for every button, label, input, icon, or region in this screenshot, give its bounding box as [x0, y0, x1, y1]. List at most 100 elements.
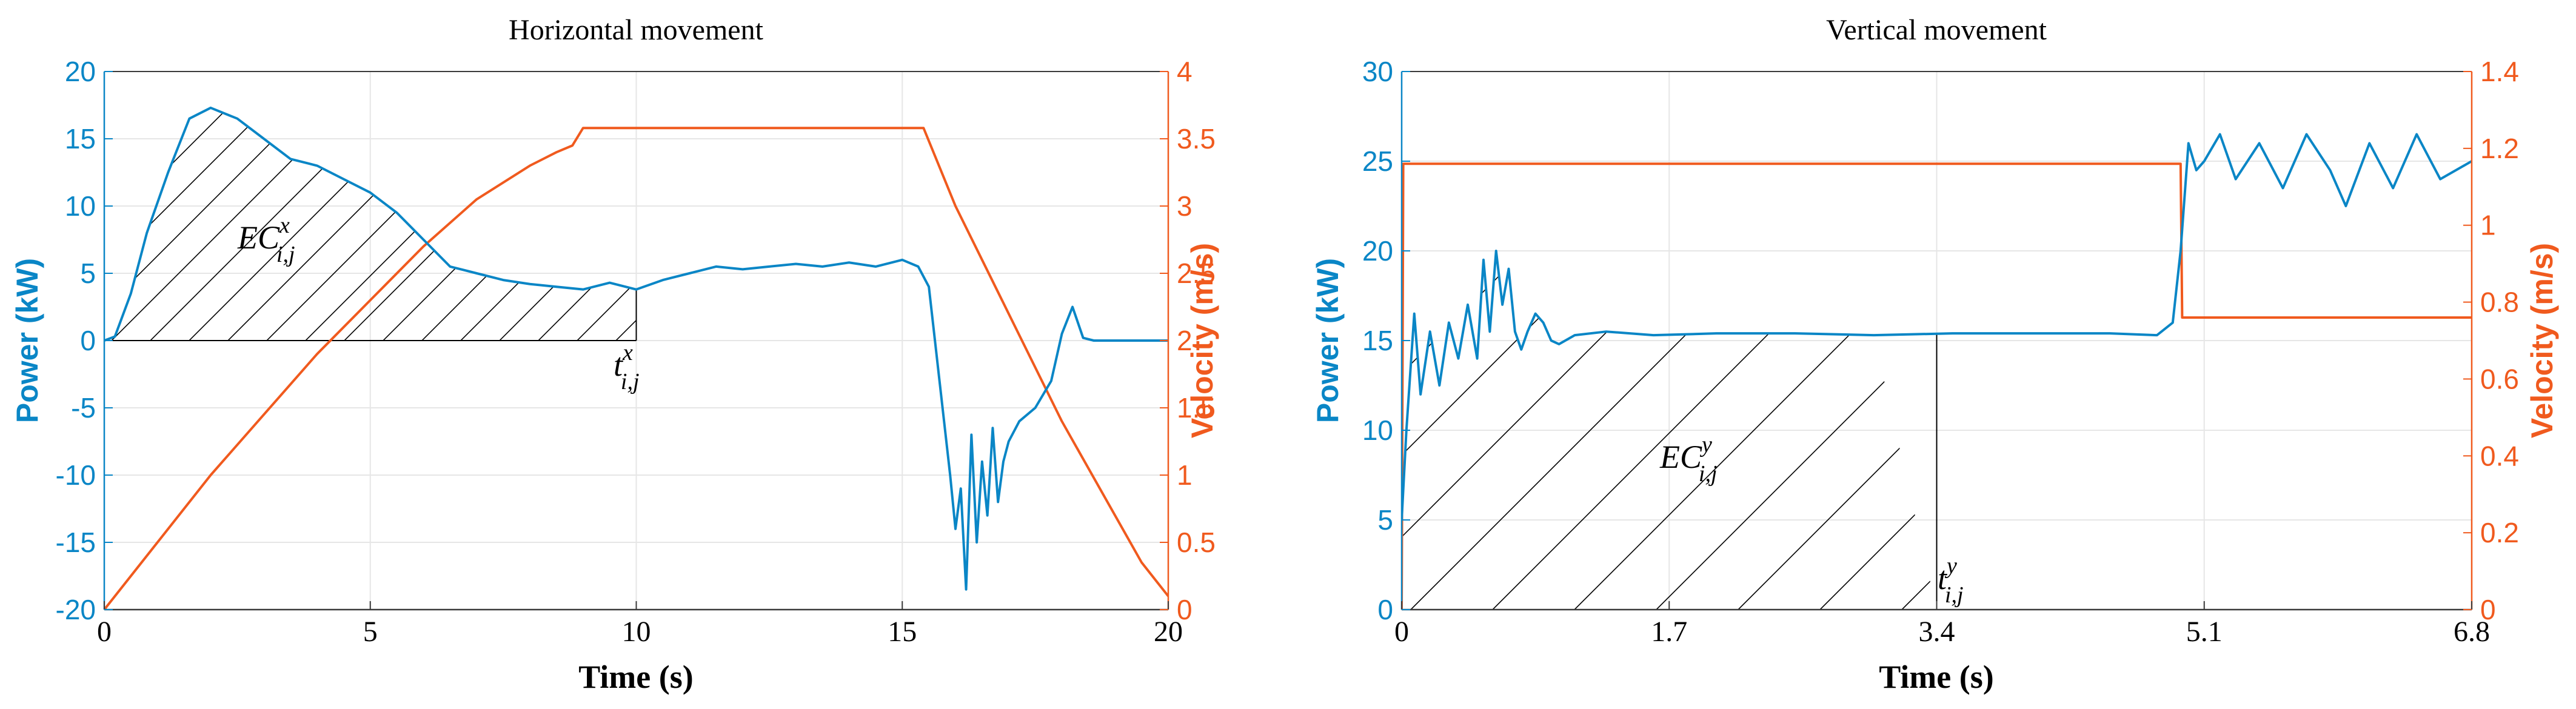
hatch-line — [838, 64, 1383, 610]
y-left-axis-label: Power (kW) — [1311, 258, 1345, 423]
y-right-axis-label: Velocity (m/s) — [2525, 243, 2559, 438]
hatched-energy-region — [674, 64, 1938, 610]
annotation-ec-y: ECy i,j — [1659, 432, 1718, 487]
hatch-line — [104, 107, 621, 341]
velocity-series — [104, 127, 1168, 610]
y-left-tick-label: -5 — [71, 392, 96, 424]
x-axis-label: Time (s) — [578, 659, 693, 695]
y-left-tick-label: 20 — [65, 56, 96, 87]
hatched-energy-region — [104, 64, 1358, 610]
y-right-tick-label: 2.5 — [1177, 258, 1216, 289]
x-tick-label: 5.1 — [2186, 616, 2223, 648]
y-right-tick-label: 1 — [1177, 459, 1193, 491]
hatch-line — [104, 107, 583, 341]
hatch-line — [104, 107, 311, 341]
y-left-axis-label: Power (kW) — [10, 258, 44, 423]
y-right-tick-label: 3.5 — [1177, 123, 1216, 155]
x-tick-label: 15 — [888, 616, 917, 648]
y-left-tick-label: 15 — [65, 123, 96, 155]
hatch-line — [104, 107, 272, 341]
hatch-line — [1901, 251, 1937, 610]
power-line — [104, 106, 1168, 591]
hatch-line — [104, 107, 350, 341]
hatch-line — [1402, 251, 1711, 610]
chart-title: Vertical movement — [1826, 14, 2047, 46]
hatch-line — [1738, 251, 1937, 610]
y-left-tick-label: 0 — [80, 325, 96, 356]
hatch-line — [269, 107, 637, 341]
y-left-tick-label: -10 — [56, 459, 96, 491]
y-left-tick-label: 0 — [1377, 594, 1393, 625]
x-tick-label: 0 — [97, 616, 112, 648]
hatch-line — [152, 107, 637, 341]
hatch-lines — [674, 64, 1937, 610]
x-axis-label: Time (s) — [1879, 659, 1993, 695]
hatch-line — [674, 64, 1220, 610]
y-right-tick-label: 0.2 — [2480, 517, 2519, 548]
hatch-line — [774, 64, 1319, 610]
x-tick-label: 6.8 — [2454, 616, 2490, 648]
hatch-line — [191, 107, 637, 341]
annotation-ec-x: ECx i,j — [237, 213, 295, 267]
x-tick-label: 1.7 — [1651, 616, 1687, 648]
y-right-tick-label: 1.4 — [2480, 56, 2519, 87]
y-left-tick-label: 10 — [65, 190, 96, 222]
y-left-tick-label: 30 — [1362, 56, 1393, 87]
velocity-line — [1402, 162, 2472, 610]
hatch-line — [1492, 251, 1937, 610]
y-right-tick-label: 4 — [1177, 56, 1193, 87]
y-right-ticks: 0 0.5 1 1.5 2 2.5 3 3.5 4 — [1160, 56, 1216, 625]
power-series — [104, 106, 1168, 591]
hatch-line — [812, 64, 1358, 610]
y-right-ticks: 0 0.2 0.4 0.6 0.8 1 1.2 1.4 — [2463, 56, 2519, 625]
y-right-tick-label: 3 — [1177, 190, 1193, 222]
velocity-line — [104, 127, 1168, 610]
hatch-line — [540, 107, 637, 341]
y-left-tick-label: -20 — [56, 594, 96, 625]
y-right-tick-label: 0.6 — [2480, 363, 2519, 394]
hatch-line — [463, 107, 637, 341]
y-left-tick-label: 5 — [1377, 504, 1393, 536]
annotation-t-x: tx i,j — [614, 340, 640, 394]
y-right-tick-label: 0.5 — [1177, 527, 1216, 558]
velocity-series — [1402, 162, 2472, 610]
x-tick-label: 0 — [1394, 616, 1409, 648]
y-left-ticks: -20 -15 -10 -5 0 5 10 15 20 — [56, 56, 113, 625]
hatch-line — [346, 107, 637, 341]
y-right-tick-label: 0.4 — [2480, 440, 2519, 471]
y-left-ticks: 0 5 10 15 20 25 30 — [1362, 56, 1410, 625]
x-tick-label: 5 — [363, 616, 378, 648]
y-right-tick-label: 0.8 — [2480, 287, 2519, 318]
hatch-line — [1402, 251, 1875, 610]
hatch-line — [1402, 251, 1630, 610]
x-ticks: 0 5 10 15 20 — [97, 601, 1183, 648]
hatch-line — [756, 64, 1302, 610]
hatch-line — [1410, 251, 1937, 610]
y-right-tick-label: 0 — [2480, 594, 2496, 625]
y-left-tick-label: 15 — [1362, 325, 1393, 356]
y-right-tick-label: 1 — [2480, 210, 2496, 241]
x-tick-label: 10 — [622, 616, 651, 648]
y-left-tick-label: 20 — [1362, 235, 1393, 267]
hatch-line — [579, 107, 637, 341]
hatch-line — [424, 107, 637, 341]
hatch-line — [1819, 251, 1937, 610]
annotation-t-y: ty i,j — [1938, 553, 1964, 608]
hatch-line — [385, 107, 637, 341]
chart-title: Horizontal movement — [509, 14, 764, 46]
y-right-tick-label: 1.5 — [1177, 392, 1216, 424]
y-left-tick-label: -15 — [56, 527, 96, 558]
y-right-tick-label: 0 — [1177, 594, 1193, 625]
hatch-line — [307, 107, 637, 341]
x-tick-label: 20 — [1154, 616, 1183, 648]
y-left-tick-label: 25 — [1362, 145, 1393, 177]
chart-horizontal-movement: 0 5 10 15 20 -20 -15 -10 -5 0 5 10 15 20 0 0.5 1 1.5 2 2.… — [10, 14, 1358, 695]
y-right-axis-label: Velocity (m/s) — [1185, 243, 1219, 438]
y-right-tick-label: 1.2 — [2480, 133, 2519, 164]
y-left-tick-label: 10 — [1362, 414, 1393, 446]
hatch-lines — [104, 64, 1358, 610]
power-line — [1402, 133, 2472, 521]
hatch-line — [1574, 251, 1937, 610]
